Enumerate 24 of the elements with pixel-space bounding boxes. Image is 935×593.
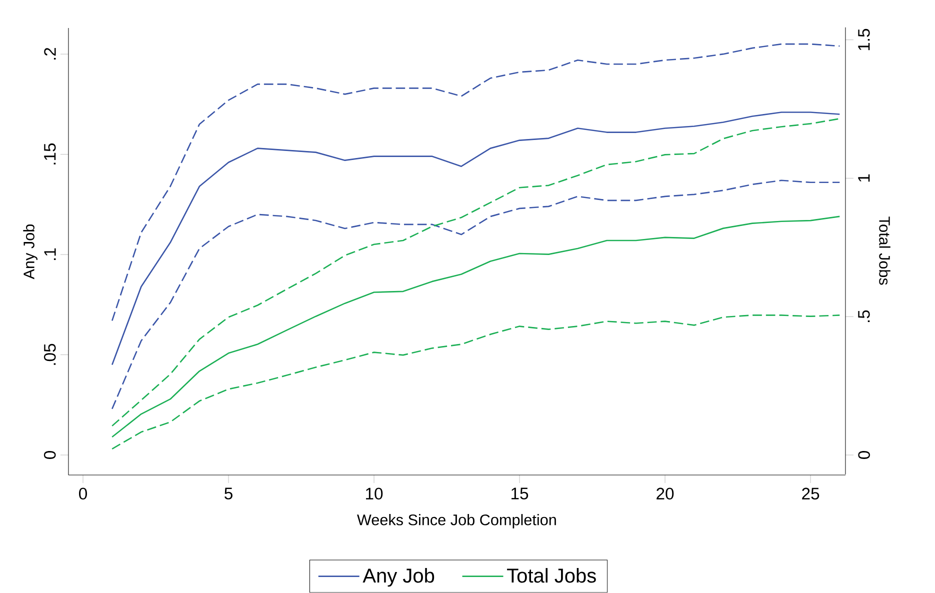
- line-series: [111, 180, 840, 410]
- legend-label: Any Job: [362, 568, 434, 587]
- x-tick-label: 10: [366, 488, 383, 500]
- x-tick-label: 15: [512, 488, 528, 500]
- y-tick-label: .2: [44, 48, 56, 60]
- y-tick-label: 0: [44, 451, 56, 460]
- line-series: [111, 118, 840, 427]
- y2-tick-label: 0: [858, 451, 870, 460]
- y2-tick-label: 1: [858, 174, 870, 182]
- y2-axis-title: Total Jobs: [879, 216, 890, 285]
- y-tick-label: .1: [44, 248, 56, 260]
- y-tick-label: .05: [44, 344, 56, 365]
- line-series: [111, 216, 840, 438]
- legend-label: Total Jobs: [507, 568, 596, 583]
- x-axis-title: Weeks Since Job Completion: [357, 514, 556, 528]
- x-tick-label: 0: [79, 488, 87, 500]
- y2-tick-label: .5: [858, 310, 870, 322]
- y-axis-title: Any Job: [23, 224, 38, 280]
- x-tick-label: 25: [802, 488, 820, 500]
- y-tick-label: .15: [44, 144, 56, 164]
- line-series: [111, 314, 840, 450]
- y2-tick-label: 1.5: [858, 29, 870, 50]
- x-tick-label: 20: [656, 488, 674, 500]
- x-tick-label: 5: [224, 488, 232, 500]
